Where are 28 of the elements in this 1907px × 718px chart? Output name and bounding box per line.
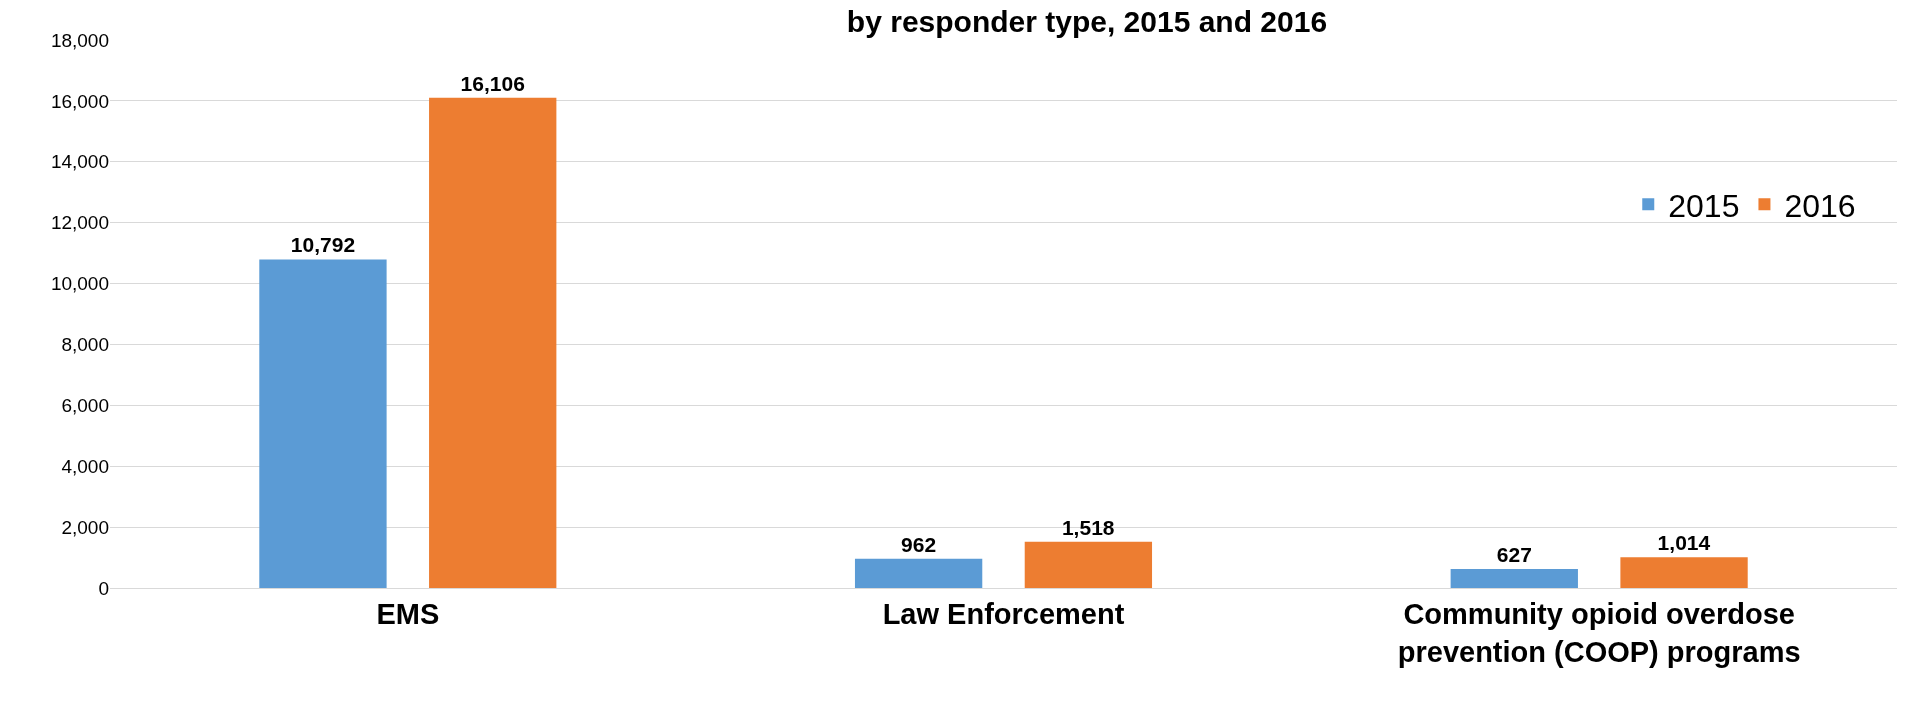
x-tick-label: Law Enforcement bbox=[882, 597, 1125, 630]
bar bbox=[259, 259, 387, 588]
legend-label: 2016 bbox=[1784, 187, 1856, 224]
y-tick-label: 18,000 bbox=[50, 29, 109, 51]
data-label: 10,792 bbox=[290, 233, 356, 257]
bar bbox=[854, 558, 983, 588]
bar bbox=[1450, 568, 1578, 588]
y-tick-label: 8,000 bbox=[61, 334, 109, 356]
y-tick-label: 14,000 bbox=[50, 151, 109, 173]
y-tick-label: 16,000 bbox=[50, 90, 109, 112]
legend-label: 2015 bbox=[1668, 187, 1740, 224]
y-tick-label: 4,000 bbox=[61, 455, 109, 477]
bar bbox=[429, 97, 557, 588]
data-label: 1,014 bbox=[1657, 531, 1711, 555]
chart-title: by responder type, 2015 and 2016 bbox=[846, 4, 1328, 38]
x-tick-label: EMS bbox=[376, 597, 440, 630]
y-tick-label: 12,000 bbox=[50, 212, 109, 234]
y-tick-label: 2,000 bbox=[61, 516, 109, 538]
bar bbox=[1024, 541, 1153, 588]
data-label: 627 bbox=[1496, 542, 1532, 566]
data-label: 16,106 bbox=[460, 71, 525, 95]
x-tick-label: Community opioid overdose prevention (COOP) programs bbox=[1397, 597, 1801, 668]
y-tick-label: 10,000 bbox=[50, 273, 109, 295]
data-label: 962 bbox=[901, 532, 937, 556]
data-label: 1,518 bbox=[1061, 515, 1115, 539]
y-tick-label: 6,000 bbox=[61, 394, 109, 416]
bar bbox=[1620, 557, 1748, 588]
y-tick-label: 0 bbox=[98, 577, 109, 599]
